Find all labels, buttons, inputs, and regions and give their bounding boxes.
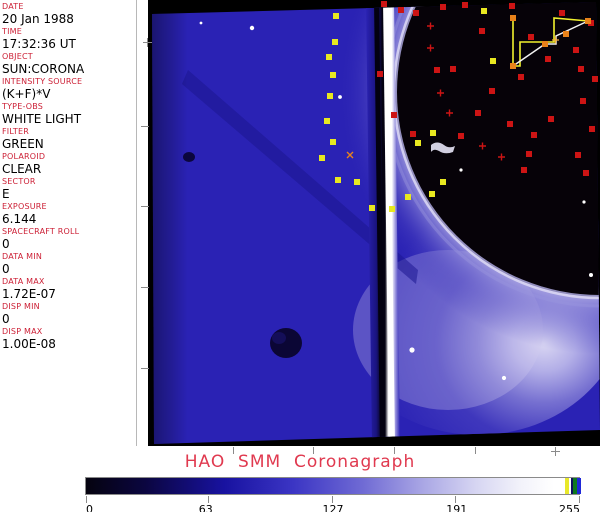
metadata-value: 17:32:36 UT bbox=[2, 37, 76, 51]
axis-tick-bottom bbox=[394, 447, 395, 454]
colorbar-tick-label: 63 bbox=[198, 503, 213, 512]
metadata-label: SPACECRAFT ROLL bbox=[2, 227, 80, 236]
speck bbox=[409, 347, 415, 353]
metadata-value: 0 bbox=[2, 237, 10, 251]
annotation-center-plus bbox=[552, 36, 559, 44]
colorbar-tick bbox=[455, 496, 457, 503]
colorbar-tick bbox=[579, 496, 580, 503]
metadata-label: DATE bbox=[2, 2, 24, 11]
red-plus-group bbox=[427, 22, 505, 161]
metadata-label: FILTER bbox=[2, 127, 30, 136]
metadata-row: FILTER GREEN bbox=[2, 127, 136, 151]
metadata-row: DATA MIN 0 bbox=[2, 252, 136, 276]
metadata-label: TYPE-OBS bbox=[2, 102, 44, 111]
colorbar: 0 63 127 191 255 bbox=[85, 477, 582, 512]
colorbar-yellow-flag bbox=[565, 478, 570, 494]
colorbar-tick bbox=[207, 496, 209, 503]
metadata-row: OBJECT SUN:CORONA bbox=[2, 52, 136, 76]
axis-tick-bottom bbox=[313, 447, 314, 454]
speck bbox=[199, 21, 203, 25]
metadata-label: EXPOSURE bbox=[2, 202, 47, 211]
metadata-value: 0 bbox=[2, 262, 10, 276]
coronagraph-image bbox=[148, 0, 600, 446]
metadata-panel: DATE 20 Jan 1988 TIME 17:32:36 UT OBJECT SUN:… bbox=[0, 0, 137, 446]
metadata-row: DISP MIN 0 bbox=[2, 302, 136, 326]
annotation-vertex-group bbox=[510, 15, 591, 69]
speck bbox=[589, 273, 593, 277]
metadata-row: DISP MAX 1.00E-08 bbox=[2, 327, 136, 351]
metadata-row: DATE 20 Jan 1988 bbox=[2, 2, 136, 26]
metadata-label: DISP MAX bbox=[2, 327, 43, 336]
metadata-value: 1.72E-07 bbox=[2, 287, 56, 301]
metadata-value: SUN:CORONA bbox=[2, 62, 85, 76]
speck bbox=[249, 25, 255, 31]
metadata-label: INTENSITY SOURCE bbox=[2, 77, 83, 86]
colorbar-gradient bbox=[85, 477, 580, 495]
axis-tick-left bbox=[141, 368, 149, 369]
metadata-value: E bbox=[2, 187, 10, 201]
pylon-bright-line bbox=[383, 2, 395, 444]
metadata-row: SPACECRAFT ROLL 0 bbox=[2, 227, 136, 251]
metadata-row: EXPOSURE 6.144 bbox=[2, 202, 136, 226]
metadata-row: TIME 17:32:36 UT bbox=[2, 27, 136, 51]
colorbar-tick-label: 127 bbox=[322, 503, 344, 512]
axis-tick-plus-bottom-v bbox=[555, 447, 556, 456]
pylon-dark-line bbox=[374, 2, 385, 444]
region-annotation bbox=[510, 15, 591, 69]
pin-shadow-highlight bbox=[272, 332, 286, 344]
pin-shadow-blob bbox=[270, 328, 302, 358]
marker-overlay bbox=[319, 1, 598, 212]
left-edge-fade bbox=[152, 2, 188, 444]
yellow-marker-group bbox=[319, 8, 496, 212]
orange-x-marker bbox=[346, 151, 354, 159]
colorbar-tick-label: 255 bbox=[559, 503, 580, 512]
colorbar-tick bbox=[86, 496, 87, 503]
metadata-value: GREEN bbox=[2, 137, 44, 151]
metadata-row: POLAROID CLEAR bbox=[2, 152, 136, 176]
axis-tick-bottom bbox=[233, 447, 234, 454]
speck bbox=[459, 168, 463, 172]
metadata-label: DATA MAX bbox=[2, 277, 45, 286]
colorbar-green-flag bbox=[573, 478, 578, 494]
occulter-disk-core bbox=[397, 2, 600, 295]
metadata-value: 6.144 bbox=[2, 212, 37, 226]
metadata-label: TIME bbox=[2, 27, 23, 36]
colorbar-tick bbox=[331, 496, 333, 503]
stray-light-streak bbox=[182, 70, 418, 284]
metadata-row: TYPE-OBS WHITE LIGHT bbox=[2, 102, 136, 126]
metadata-value: CLEAR bbox=[2, 162, 42, 176]
image-panel bbox=[148, 0, 600, 446]
speck bbox=[501, 375, 507, 381]
corona-field bbox=[152, 2, 600, 444]
dust-spot bbox=[183, 152, 195, 162]
metadata-value: 0 bbox=[2, 312, 10, 326]
axis-tick-left bbox=[141, 287, 149, 288]
metadata-value: (K+F)*V bbox=[2, 87, 51, 101]
metadata-label: DISP MIN bbox=[2, 302, 40, 311]
axis-tick-plus-left-v bbox=[147, 38, 148, 47]
metadata-label: OBJECT bbox=[2, 52, 33, 61]
metadata-value: WHITE LIGHT bbox=[2, 112, 82, 126]
speck bbox=[582, 200, 586, 204]
axis-tick-left bbox=[141, 126, 149, 127]
colorbar-blue-flag bbox=[577, 478, 582, 494]
metadata-value: 20 Jan 1988 bbox=[2, 12, 74, 26]
plot-title: HAO SMM Coronagraph bbox=[184, 452, 416, 472]
axis-tick-left bbox=[141, 206, 149, 207]
colorbar-tick-label: 191 bbox=[446, 503, 468, 512]
metadata-label: DATA MIN bbox=[2, 252, 42, 261]
colorbar-tick-label: 0 bbox=[86, 503, 93, 512]
metadata-row: INTENSITY SOURCE (K+F)*V bbox=[2, 77, 136, 101]
metadata-label: SECTOR bbox=[2, 177, 36, 186]
axis-tick-bottom bbox=[475, 447, 476, 454]
metadata-label: POLAROID bbox=[2, 152, 46, 161]
red-marker-group bbox=[377, 1, 598, 176]
speck bbox=[338, 95, 342, 99]
metadata-value: 1.00E-08 bbox=[2, 337, 56, 351]
prominence-feature bbox=[431, 142, 455, 154]
metadata-row: SECTOR E bbox=[2, 177, 136, 201]
metadata-row: DATA MAX 1.72E-07 bbox=[2, 277, 136, 301]
